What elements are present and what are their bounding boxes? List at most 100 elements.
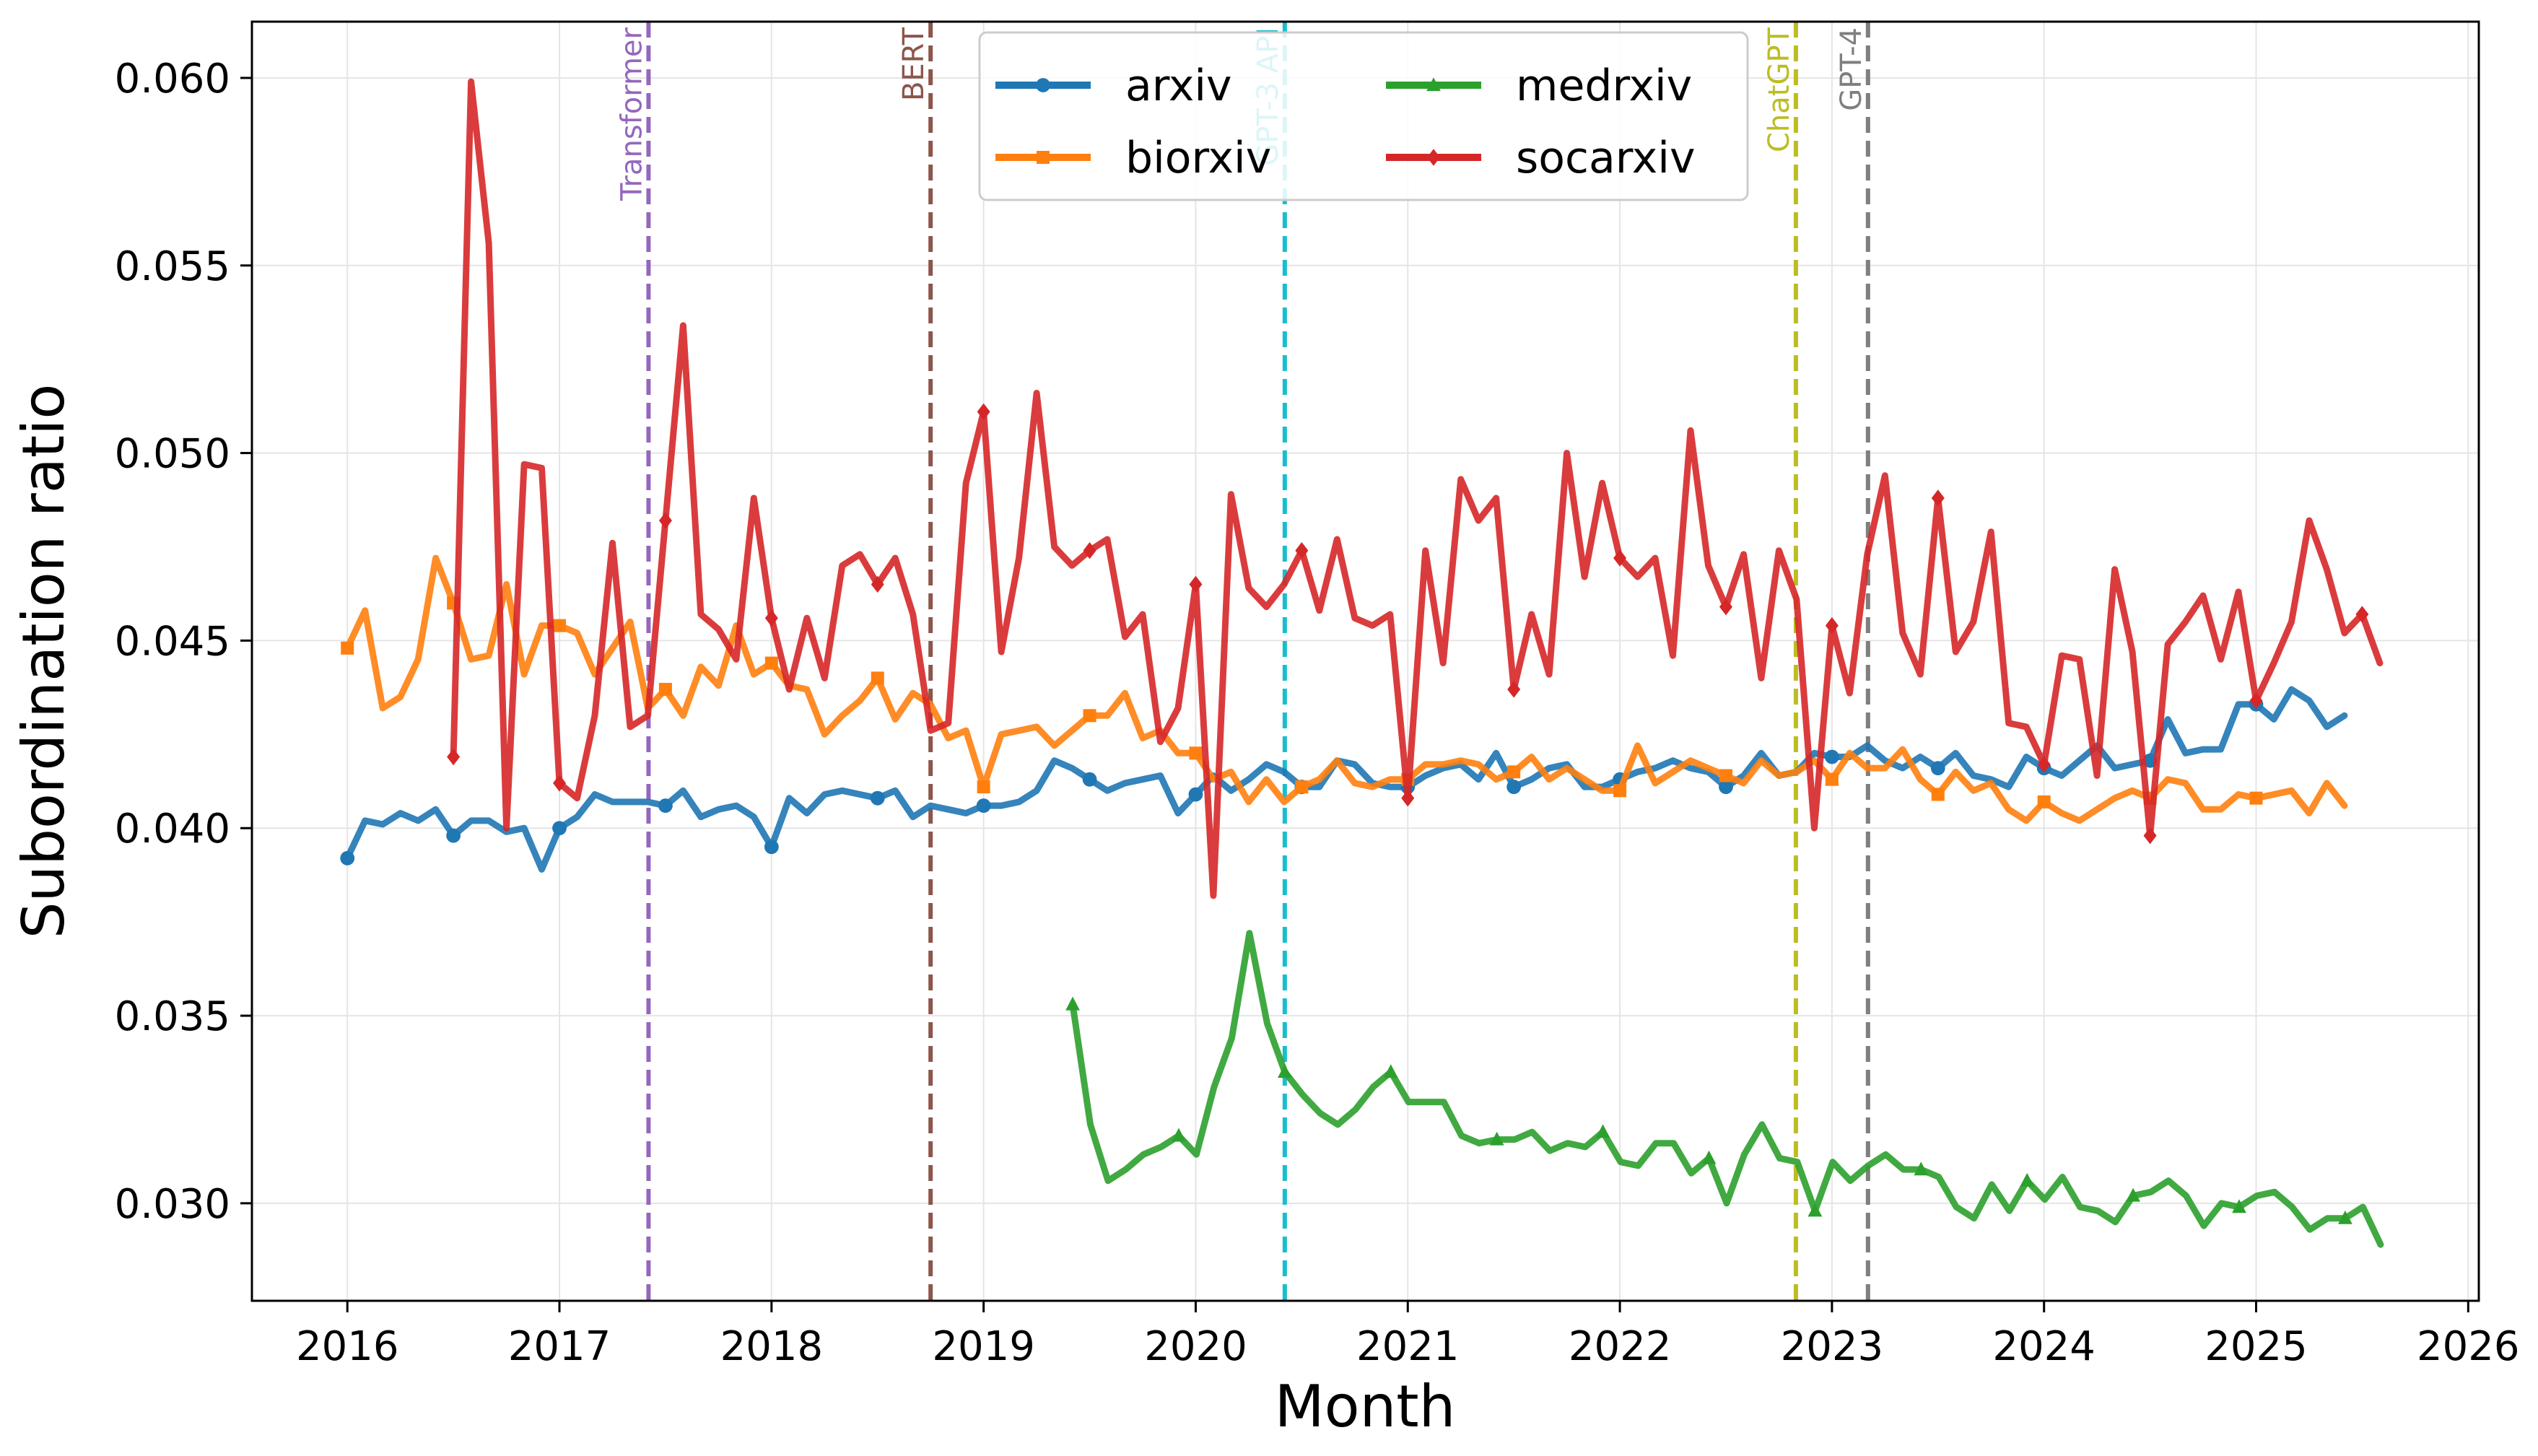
x-tick-label: 2022: [1569, 1323, 1672, 1370]
data-point-socarxiv: [1507, 681, 1521, 698]
event-label: Transformer: [615, 27, 648, 201]
data-point-arxiv: [658, 798, 673, 813]
data-point-biorxiv: [2037, 795, 2051, 808]
data-point-medrxiv: [2338, 1210, 2352, 1224]
y-tick-label: 0.030: [115, 1181, 230, 1228]
data-point-biorxiv: [553, 619, 567, 632]
legend-label: socarxiv: [1516, 133, 1695, 183]
data-point-biorxiv: [1719, 769, 1732, 783]
data-point-medrxiv: [1701, 1150, 1717, 1164]
data-point-socarxiv: [1083, 542, 1096, 559]
data-point-medrxiv: [1065, 996, 1080, 1011]
axis-ticks: 2016 2017 2018 2019 2020 2021 2022 2023 2024 2025…: [115, 56, 2520, 1370]
legend-marker: [1036, 78, 1050, 92]
grid: [252, 22, 2479, 1301]
x-tick-label: 2021: [1356, 1323, 1460, 1370]
x-tick-label: 2025: [2205, 1323, 2308, 1370]
legend-label: biorxiv: [1125, 133, 1271, 183]
y-tick-label: 0.040: [115, 806, 230, 853]
data-point-biorxiv: [658, 682, 672, 696]
legend-item-biorxiv: biorxiv: [995, 133, 1271, 183]
data-point-socarxiv: [2355, 606, 2369, 623]
data-point-socarxiv: [2249, 692, 2263, 710]
data-point-socarxiv: [977, 403, 990, 421]
data-point-medrxiv: [1914, 1161, 1929, 1176]
series-arxiv: [340, 686, 2348, 873]
data-point-arxiv: [1082, 772, 1097, 787]
legend-marker: [1427, 149, 1440, 166]
data-point-socarxiv: [447, 748, 461, 766]
data-point-socarxiv: [553, 775, 567, 792]
x-tick-label: 2020: [1144, 1323, 1247, 1370]
data-point-socarxiv: [1613, 549, 1627, 567]
data-point-biorxiv: [1083, 709, 1096, 723]
data-point-arxiv: [1506, 780, 1522, 794]
data-point-biorxiv: [871, 671, 884, 685]
legend-label: arxiv: [1125, 61, 1232, 111]
data-point-medrxiv: [2232, 1199, 2246, 1213]
data-point-medrxiv: [1383, 1064, 1398, 1078]
data-point-socarxiv: [1931, 489, 1945, 507]
data-point-arxiv: [976, 798, 991, 813]
data-point-biorxiv: [977, 780, 990, 794]
data-point-medrxiv: [1277, 1064, 1292, 1078]
x-axis-title: Month: [1275, 1373, 1456, 1440]
data-point-biorxiv: [1189, 746, 1203, 760]
data-point-biorxiv: [1613, 784, 1627, 798]
event-label: ChatGPT: [1763, 27, 1796, 152]
data-point-socarxiv: [2143, 827, 2157, 845]
y-tick-label: 0.035: [115, 993, 230, 1040]
data-point-arxiv: [1188, 787, 1203, 802]
data-point-socarxiv: [2037, 756, 2051, 773]
legend-item-socarxiv: socarxiv: [1386, 133, 1695, 183]
legend-box: [978, 31, 1749, 201]
data-point-arxiv: [1824, 749, 1839, 764]
series-lines: [340, 78, 2384, 1248]
data-point-socarxiv: [1719, 598, 1732, 616]
data-point-medrxiv: [1489, 1131, 1504, 1146]
data-point-biorxiv: [341, 641, 354, 655]
data-point-biorxiv: [1295, 780, 1309, 794]
data-point-biorxiv: [1825, 772, 1839, 786]
data-point-medrxiv: [2020, 1172, 2035, 1187]
data-point-socarxiv: [1189, 575, 1203, 593]
x-tick-label: 2016: [296, 1323, 399, 1370]
legend-marker: [1426, 77, 1441, 92]
legend: arxiv biorxiv medrxiv socarxiv: [978, 31, 1749, 201]
y-tick-label: 0.055: [115, 243, 230, 290]
plot-frame: [250, 20, 2480, 1302]
data-point-biorxiv: [1507, 765, 1521, 779]
x-tick-label: 2017: [508, 1323, 611, 1370]
legend-marker: [1037, 151, 1050, 164]
x-tick-label: 2024: [1992, 1323, 2096, 1370]
data-point-medrxiv: [1595, 1124, 1610, 1138]
data-point-biorxiv: [764, 656, 778, 670]
data-point-socarxiv: [1825, 616, 1839, 635]
x-tick-label: 2023: [1781, 1323, 1884, 1370]
series-line-medrxiv: [1069, 930, 2384, 1248]
y-tick-label: 0.050: [115, 431, 230, 478]
data-point-arxiv: [870, 790, 885, 806]
data-point-arxiv: [1930, 761, 1945, 775]
series-line-arxiv: [344, 686, 2348, 873]
series-socarxiv: [447, 78, 2384, 899]
event-label: BERT: [897, 27, 930, 101]
x-tick-label: 2026: [2417, 1323, 2520, 1370]
data-point-arxiv: [552, 821, 567, 836]
y-axis-title: Subordination ratio: [10, 384, 77, 939]
data-point-socarxiv: [871, 575, 884, 593]
series-line-biorxiv: [344, 554, 2348, 824]
data-point-biorxiv: [2249, 791, 2263, 805]
data-point-arxiv: [1719, 780, 1733, 794]
x-tick-label: 2018: [720, 1323, 824, 1370]
legend-item-arxiv: arxiv: [995, 61, 1232, 111]
y-tick-label: 0.060: [115, 56, 230, 103]
legend-label: medrxiv: [1516, 61, 1692, 111]
data-point-medrxiv: [1807, 1203, 1823, 1217]
data-point-medrxiv: [2126, 1187, 2140, 1202]
event-label: GPT-4: [1835, 27, 1868, 111]
series-medrxiv: [1065, 930, 2384, 1248]
data-point-socarxiv: [1401, 789, 1415, 807]
